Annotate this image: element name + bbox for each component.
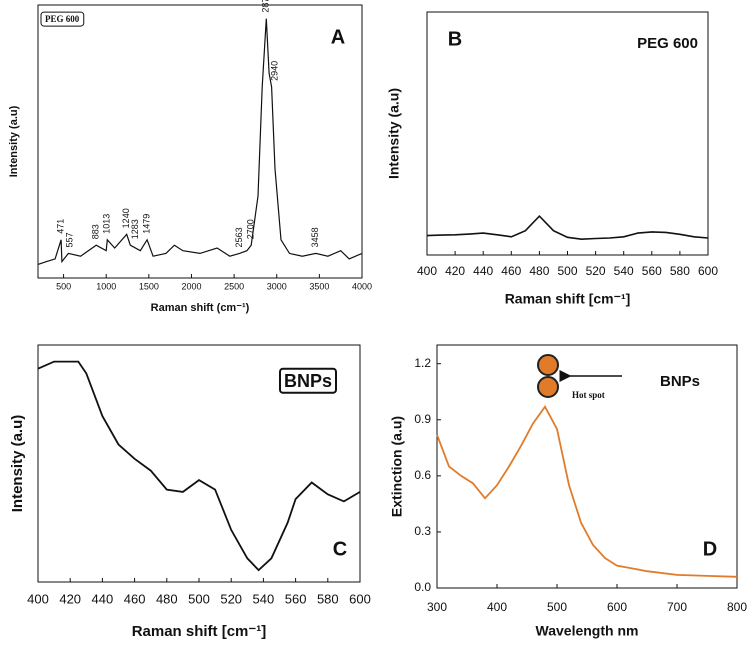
panel-letter: B xyxy=(448,28,462,50)
x-tick-label: 500 xyxy=(557,264,577,278)
x-tick-label: 2500 xyxy=(224,281,244,291)
peak-label: 883 xyxy=(91,224,101,239)
x-tick-label: 400 xyxy=(417,264,437,278)
panel-letter: D xyxy=(703,538,717,560)
x-tick-label: 580 xyxy=(317,591,339,606)
panel-title: PEG 600 xyxy=(637,35,698,52)
peak-label: 1013 xyxy=(102,214,112,234)
peak-label: 1479 xyxy=(141,214,151,234)
hot-spot-particle xyxy=(537,354,559,376)
x-tick-label: 580 xyxy=(670,264,690,278)
peak-label: 1283 xyxy=(130,219,140,239)
x-tick-label: 460 xyxy=(501,264,521,278)
x-tick-label: 500 xyxy=(547,600,567,614)
peak-label: 1240 xyxy=(121,208,131,228)
x-tick-label: 540 xyxy=(253,591,275,606)
panel-title: BNPs xyxy=(660,373,700,390)
x-tick-label: 3000 xyxy=(267,281,287,291)
x-tick-label: 440 xyxy=(92,591,114,606)
x-tick-label: 480 xyxy=(156,591,178,606)
y-tick-label: 1.2 xyxy=(414,356,431,370)
x-tick-label: 4000 xyxy=(352,281,372,291)
x-tick-label: 300 xyxy=(427,600,447,614)
y-axis-label: Intensity (a.u) xyxy=(8,105,20,177)
x-tick-label: 500 xyxy=(56,281,71,291)
y-axis-label: Intensity (a.u) xyxy=(9,415,26,513)
x-tick-label: 1000 xyxy=(96,281,116,291)
x-tick-label: 420 xyxy=(59,591,81,606)
x-axis-label: Raman shift (cm⁻¹) xyxy=(151,302,250,314)
y-tick-label: 0.6 xyxy=(414,468,431,482)
x-tick-label: 400 xyxy=(27,591,49,606)
data-line xyxy=(37,360,361,572)
x-tick-label: 3500 xyxy=(309,281,329,291)
hot-spot-particle xyxy=(537,376,559,398)
plot-frame xyxy=(436,344,738,589)
x-tick-label: 540 xyxy=(614,264,634,278)
x-tick-label: 600 xyxy=(607,600,627,614)
y-tick-label: 0.9 xyxy=(414,412,431,426)
x-tick-label: 560 xyxy=(285,591,307,606)
panel-title: BNPs xyxy=(284,371,332,391)
data-line xyxy=(426,214,709,241)
y-tick-label: 0.3 xyxy=(414,524,431,538)
title-box xyxy=(40,11,85,27)
peak-label: 3458 xyxy=(310,227,320,247)
x-tick-label: 560 xyxy=(642,264,662,278)
peak-label: 557 xyxy=(64,232,74,247)
x-tick-label: 800 xyxy=(727,600,747,614)
x-tick-label: 460 xyxy=(124,591,146,606)
x-axis-label: Raman shift [cm⁻¹] xyxy=(505,291,631,307)
x-tick-label: 520 xyxy=(220,591,242,606)
x-tick-label: 1500 xyxy=(139,281,159,291)
title-box xyxy=(278,367,337,394)
y-axis-label: Intensity (a.u) xyxy=(386,88,402,179)
peak-label: 471 xyxy=(55,219,65,234)
data-line xyxy=(436,404,738,578)
plot-frame xyxy=(37,4,363,279)
peak-label: 2563 xyxy=(234,227,244,247)
x-tick-label: 400 xyxy=(487,600,507,614)
y-axis-label: Extinction (a.u) xyxy=(389,416,405,517)
x-tick-label: 600 xyxy=(349,591,371,606)
x-tick-label: 480 xyxy=(529,264,549,278)
x-tick-label: 420 xyxy=(445,264,465,278)
peak-label: 2878 xyxy=(261,0,271,13)
x-axis-label: Raman shift [cm⁻¹] xyxy=(132,623,267,640)
x-tick-label: 700 xyxy=(667,600,687,614)
x-tick-label: 500 xyxy=(188,591,210,606)
x-tick-label: 2000 xyxy=(181,281,201,291)
hot-spot-label: Hot spot xyxy=(572,390,605,400)
panel-letter: A xyxy=(331,26,345,48)
peak-label: 2700 xyxy=(246,219,256,239)
panel-letter: C xyxy=(333,538,347,560)
x-tick-label: 520 xyxy=(586,264,606,278)
x-axis-label: Wavelength nm xyxy=(536,623,639,639)
data-line xyxy=(37,18,363,265)
peak-label: 2940 xyxy=(270,61,280,81)
panel-title: PEG 600 xyxy=(45,14,80,24)
x-tick-label: 600 xyxy=(698,264,718,278)
x-tick-label: 440 xyxy=(473,264,493,278)
y-tick-label: 0.0 xyxy=(414,580,431,594)
